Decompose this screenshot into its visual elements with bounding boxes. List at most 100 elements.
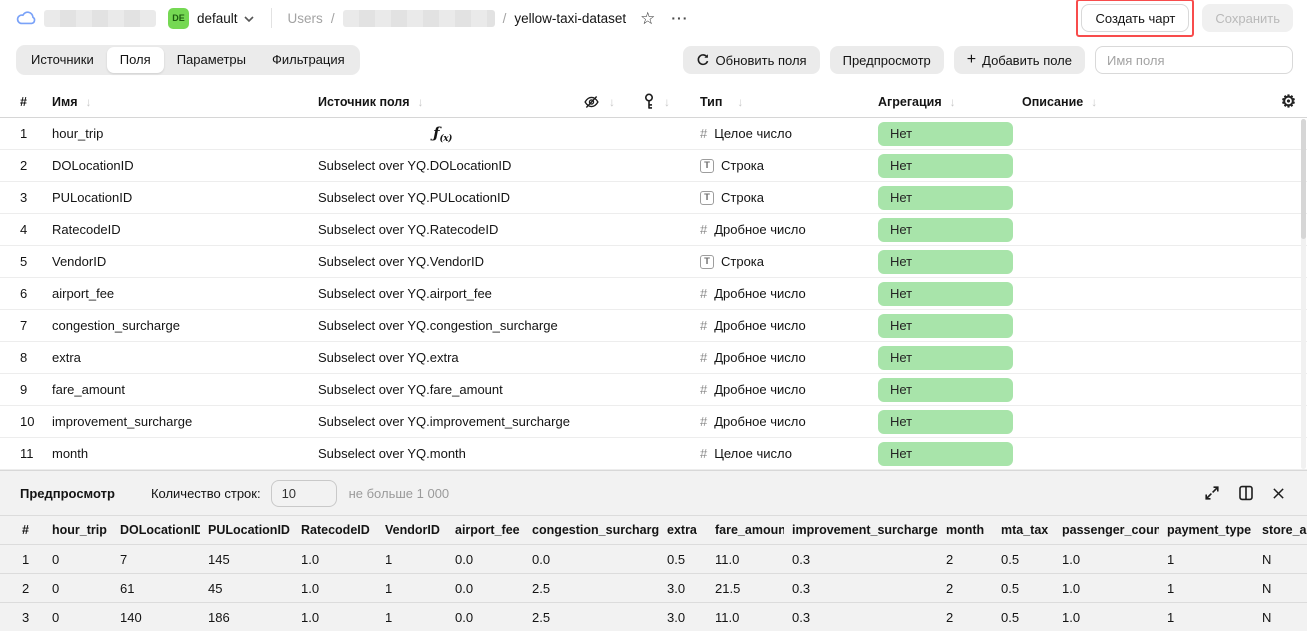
row-number: 9 (20, 382, 28, 397)
field-row: 2 DOLocationID Subselect over YQ.DOLocatio… (0, 150, 1307, 182)
field-source: Subselect over YQ.improvement_surcharge (318, 414, 570, 429)
aggregation-badge[interactable]: Нет (878, 281, 1013, 306)
aggregation-cell: Нет (868, 281, 1013, 306)
aggregation-badge[interactable]: Нет (878, 121, 1013, 146)
field-name-cell[interactable]: improvement_surcharge (44, 414, 310, 429)
preview-toggle-button[interactable]: Предпросмотр (829, 46, 944, 74)
field-name-cell[interactable]: congestion_surcharge (44, 318, 310, 333)
preview-table-header: # hour_trip DOLocationID PULocationID Rateco… (0, 515, 1307, 545)
tab-filtering[interactable]: Фильтрация (272, 52, 345, 67)
field-type-cell[interactable]: # Дробное число (690, 318, 868, 333)
aggregation-badge[interactable]: Нет (878, 313, 1013, 338)
preview-cell: 0.5 (993, 610, 1054, 625)
breadcrumb-separator: / (502, 10, 507, 26)
preview-column-header[interactable]: DOLocationID (112, 523, 200, 537)
preview-cell: 1 (377, 581, 447, 596)
aggregation-badge[interactable]: Нет (878, 377, 1013, 402)
breadcrumb-users[interactable]: Users (287, 10, 323, 26)
key-icon (643, 93, 655, 110)
field-name-cell[interactable]: extra (44, 350, 310, 365)
aggregation-badge[interactable]: Нет (878, 249, 1013, 274)
split-view-icon[interactable] (1239, 485, 1253, 501)
scrollbar-thumb[interactable] (1301, 119, 1306, 239)
sort-arrow-icon: ↓ (737, 94, 744, 109)
field-source: Subselect over YQ.month (318, 446, 466, 461)
column-header-name[interactable]: Имя ↓ (52, 94, 92, 109)
field-row: 11 month Subselect over YQ.month # Целое чис… (0, 438, 1307, 470)
env-switcher[interactable]: default (197, 11, 255, 26)
field-type-cell[interactable]: Т Строка (690, 254, 868, 269)
aggregation-badge[interactable]: Нет (878, 409, 1013, 434)
preview-cell: 2.5 (524, 581, 659, 596)
field-type-cell[interactable]: # Дробное число (690, 222, 868, 237)
preview-column-header[interactable]: fare_amount (707, 523, 784, 537)
de-badge: DE (168, 7, 189, 29)
close-icon[interactable] (1272, 487, 1285, 500)
column-header-hidden[interactable]: ↓ (575, 94, 635, 110)
row-count-input[interactable] (270, 479, 337, 507)
field-type-cell[interactable]: # Целое число (690, 446, 868, 461)
aggregation-badge[interactable]: Нет (878, 217, 1013, 242)
field-name-cell[interactable]: fare_amount (44, 382, 310, 397)
field-type-cell[interactable]: # Дробное число (690, 382, 868, 397)
aggregation-badge[interactable]: Нет (878, 185, 1013, 210)
favorite-star-icon[interactable]: ☆ (640, 8, 656, 28)
redacted-folder-name[interactable] (342, 9, 495, 27)
preview-column-header[interactable]: VendorID (377, 523, 447, 537)
field-name-cell[interactable]: airport_fee (44, 286, 310, 301)
preview-column-header[interactable]: passenger_count (1054, 523, 1159, 537)
preview-column-header[interactable]: congestion_surcharge (524, 523, 659, 537)
field-name-cell[interactable]: DOLocationID (44, 158, 310, 173)
preview-cell: 0.5 (993, 581, 1054, 596)
field-type-label: Дробное число (714, 414, 806, 429)
preview-column-header[interactable]: airport_fee (447, 523, 524, 537)
field-name-cell[interactable]: month (44, 446, 310, 461)
column-header-source[interactable]: Источник поля ↓ (318, 94, 424, 109)
preview-column-header[interactable]: mta_tax (993, 523, 1054, 537)
preview-column-header[interactable]: # (0, 523, 44, 537)
field-name-cell[interactable]: hour_trip (44, 126, 310, 141)
field-name: congestion_surcharge (52, 318, 180, 333)
field-name-cell[interactable]: RatecodeID (44, 222, 310, 237)
preview-value: 45 (208, 580, 223, 596)
preview-column-header[interactable]: payment_type (1159, 523, 1254, 537)
add-field-button[interactable]: + Добавить поле (953, 46, 1085, 74)
field-type-cell[interactable]: Т Строка (690, 158, 868, 173)
preview-column-header[interactable]: hour_trip (44, 523, 112, 537)
vertical-scrollbar[interactable] (1301, 119, 1306, 469)
aggregation-badge[interactable]: Нет (878, 345, 1013, 370)
preview-column-header[interactable]: improvement_surcharge (784, 523, 938, 537)
field-type-cell[interactable]: # Целое число (690, 126, 868, 141)
field-type-cell[interactable]: # Дробное число (690, 414, 868, 429)
preview-column-header[interactable]: PULocationID (200, 523, 293, 537)
field-type-cell[interactable]: # Дробное число (690, 350, 868, 365)
aggregation-badge[interactable]: Нет (878, 441, 1013, 466)
field-name-cell[interactable]: VendorID (44, 254, 310, 269)
column-header-key[interactable]: ↓ (635, 93, 690, 110)
refresh-fields-button[interactable]: Обновить поля (682, 46, 820, 74)
create-chart-button[interactable]: Создать чарт (1081, 4, 1190, 32)
tab-sources[interactable]: Источники (31, 52, 94, 67)
expand-icon[interactable] (1204, 485, 1220, 501)
aggregation-cell: Нет (868, 121, 1013, 146)
field-name-search-input[interactable] (1095, 46, 1293, 74)
preview-cell: 0.5 (659, 552, 707, 567)
preview-column-header[interactable]: extra (659, 523, 707, 537)
field-type-cell[interactable]: Т Строка (690, 190, 868, 205)
save-button[interactable]: Сохранить (1202, 4, 1293, 32)
tab-fields[interactable]: Поля (106, 47, 164, 73)
row-number-cell: 3 (0, 190, 44, 205)
gear-icon[interactable]: ⚙ (1280, 93, 1297, 110)
column-header-description[interactable]: Описание ↓ (1022, 94, 1098, 109)
preview-column-header[interactable]: store_and_fwd_flag (1254, 523, 1307, 537)
field-name-cell[interactable]: PULocationID (44, 190, 310, 205)
column-header-type[interactable]: Тип ↓ (700, 94, 744, 109)
field-type-cell[interactable]: # Дробное число (690, 286, 868, 301)
column-header-aggregation[interactable]: Агрегация ↓ (878, 94, 956, 109)
tab-parameters[interactable]: Параметры (176, 52, 246, 67)
formula-icon[interactable]: ƒ(x) (433, 123, 452, 144)
preview-column-header[interactable]: month (938, 523, 993, 537)
more-actions-icon[interactable]: ··· (671, 10, 689, 26)
aggregation-badge[interactable]: Нет (878, 153, 1013, 178)
preview-column-header[interactable]: RatecodeID (293, 523, 377, 537)
